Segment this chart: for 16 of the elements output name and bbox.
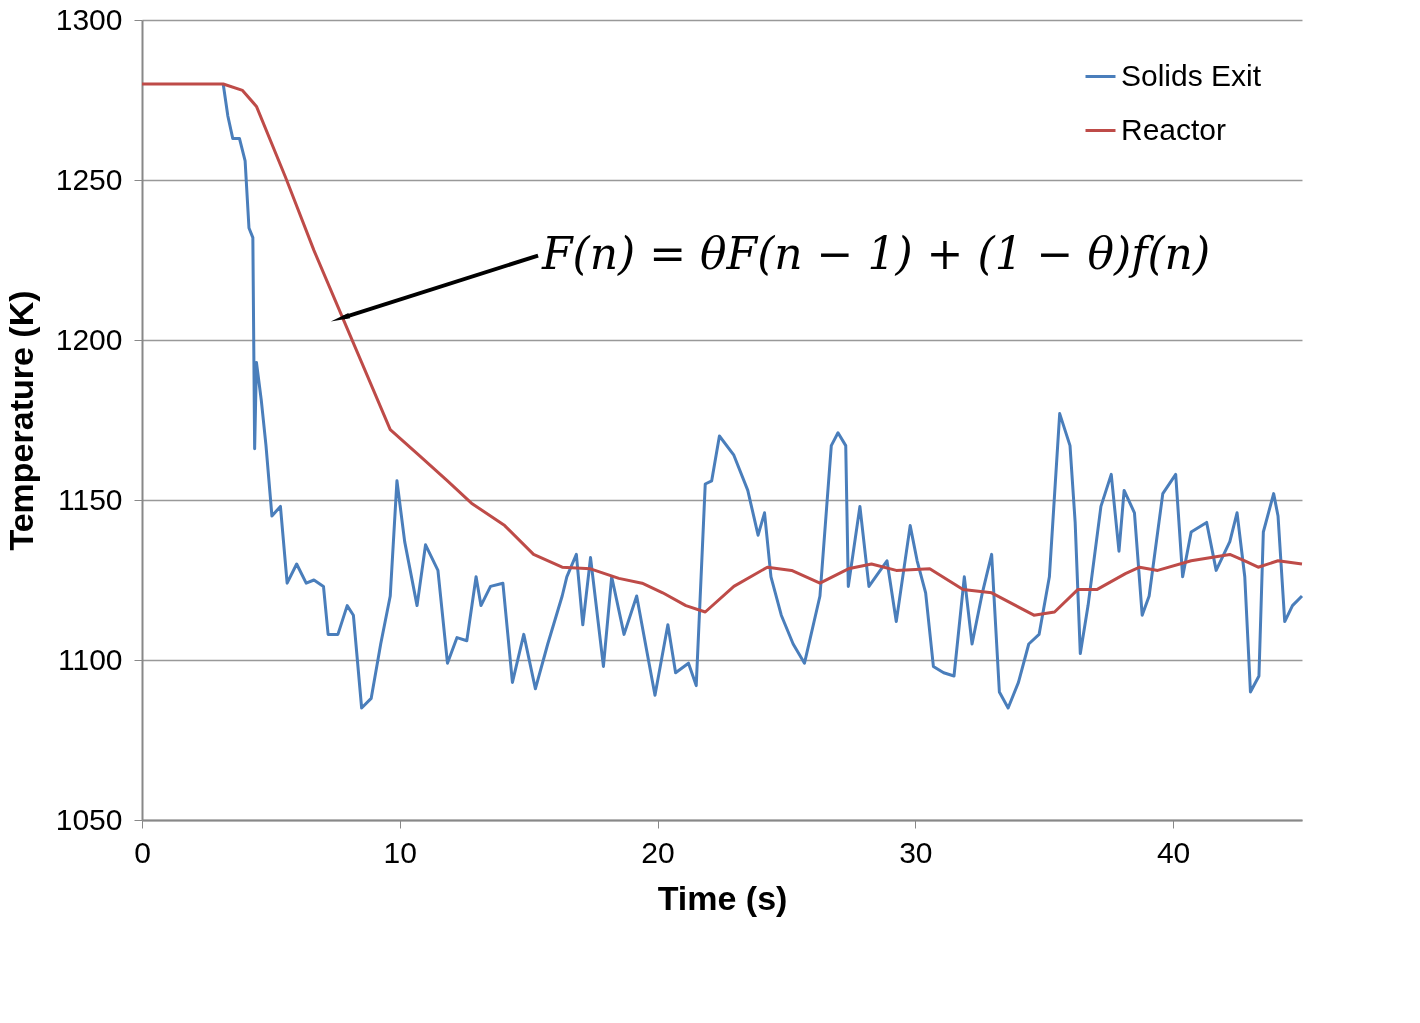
- y-tick-label: 1250: [55, 162, 123, 196]
- legend-label: Reactor: [1121, 112, 1227, 146]
- x-tick-label: 10: [383, 835, 417, 869]
- y-tick-label: 1050: [55, 802, 123, 836]
- x-tick-label: 0: [134, 835, 151, 869]
- x-axis-title: Time (s): [657, 878, 788, 917]
- y-tick-label: 1300: [55, 2, 123, 36]
- annotation: F(n) = θF(n − 1) + (1 − θ)f(n): [541, 227, 1211, 279]
- y-axis-title: Temperature (K): [1, 290, 40, 551]
- legend-label: Solids Exit: [1121, 58, 1262, 92]
- y-tick-label: 1200: [55, 322, 123, 356]
- y-tick-label: 1100: [57, 642, 123, 676]
- x-tick-label: 20: [641, 835, 675, 869]
- x-tick-label: 30: [899, 835, 933, 869]
- y-tick-label: 1150: [57, 482, 123, 516]
- x-tick-label: 40: [1156, 835, 1191, 869]
